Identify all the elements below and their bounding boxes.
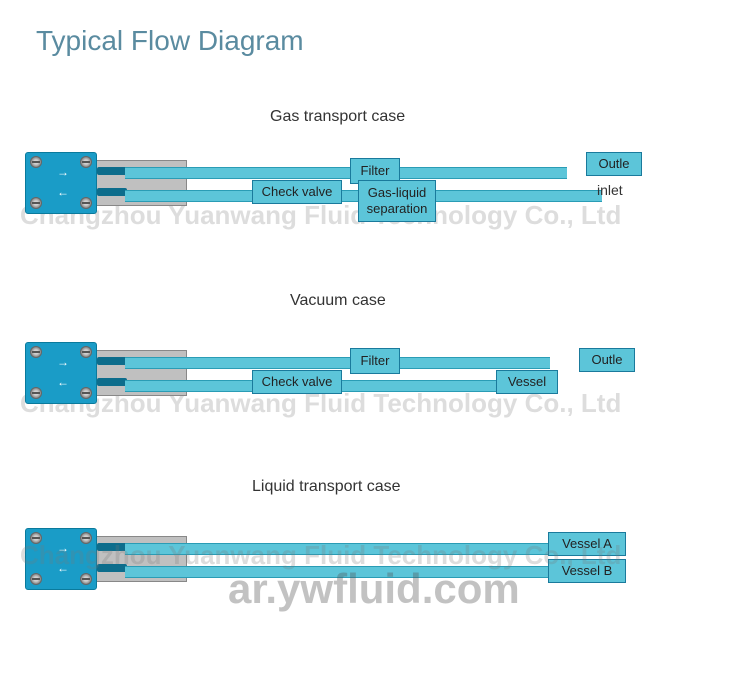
pipe bbox=[395, 357, 550, 369]
pipe bbox=[125, 380, 253, 392]
pipe bbox=[432, 190, 602, 202]
outlet-box: Outle bbox=[579, 348, 635, 372]
pump-vacuum: → ← bbox=[25, 332, 135, 412]
filter-box: Filter bbox=[350, 348, 400, 374]
pipe bbox=[340, 380, 497, 392]
screw-icon bbox=[80, 387, 92, 399]
inlet-label: inlet bbox=[597, 182, 623, 198]
outlet-box: Outle bbox=[586, 152, 642, 176]
check-valve-box: Check valve bbox=[252, 180, 342, 204]
pump-port-in bbox=[97, 378, 127, 386]
arrow-in-icon: ← bbox=[57, 185, 69, 199]
screw-icon bbox=[80, 532, 92, 544]
vessel-box: Vessel bbox=[496, 370, 558, 394]
screw-icon bbox=[30, 532, 42, 544]
pump-port-in bbox=[97, 188, 127, 196]
pipe bbox=[125, 543, 550, 555]
pump-port-out bbox=[97, 357, 127, 365]
screw-icon bbox=[80, 573, 92, 585]
arrow-out-icon: → bbox=[57, 165, 69, 179]
pump-liquid: → ← bbox=[25, 518, 135, 598]
screw-icon bbox=[30, 197, 42, 209]
pipe bbox=[340, 190, 360, 202]
pipe bbox=[395, 167, 567, 179]
pump-port-out bbox=[97, 543, 127, 551]
screw-icon bbox=[80, 156, 92, 168]
vessel-b-box: Vessel B bbox=[548, 559, 626, 583]
vacuum-case-title: Vacuum case bbox=[290, 292, 386, 310]
page-title: Typical Flow Diagram bbox=[36, 25, 304, 57]
arrow-out-icon: → bbox=[57, 541, 69, 555]
screw-icon bbox=[30, 156, 42, 168]
gas-liquid-box: Gas-liquid separation bbox=[358, 180, 436, 222]
arrow-in-icon: ← bbox=[57, 561, 69, 575]
pipe bbox=[125, 357, 355, 369]
pump-gas: → ← bbox=[25, 142, 135, 222]
arrow-in-icon: ← bbox=[57, 375, 69, 389]
pipe bbox=[125, 190, 253, 202]
check-valve-box: Check valve bbox=[252, 370, 342, 394]
vessel-a-box: Vessel A bbox=[548, 532, 626, 556]
screw-icon bbox=[80, 346, 92, 358]
liquid-case-title: Liquid transport case bbox=[252, 478, 401, 496]
screw-icon bbox=[80, 197, 92, 209]
screw-icon bbox=[30, 573, 42, 585]
screw-icon bbox=[30, 387, 42, 399]
gas-case-title: Gas transport case bbox=[270, 108, 405, 126]
pump-port-in bbox=[97, 564, 127, 572]
pipe bbox=[125, 167, 355, 179]
pipe bbox=[125, 566, 550, 578]
pump-port-out bbox=[97, 167, 127, 175]
arrow-out-icon: → bbox=[57, 355, 69, 369]
screw-icon bbox=[30, 346, 42, 358]
